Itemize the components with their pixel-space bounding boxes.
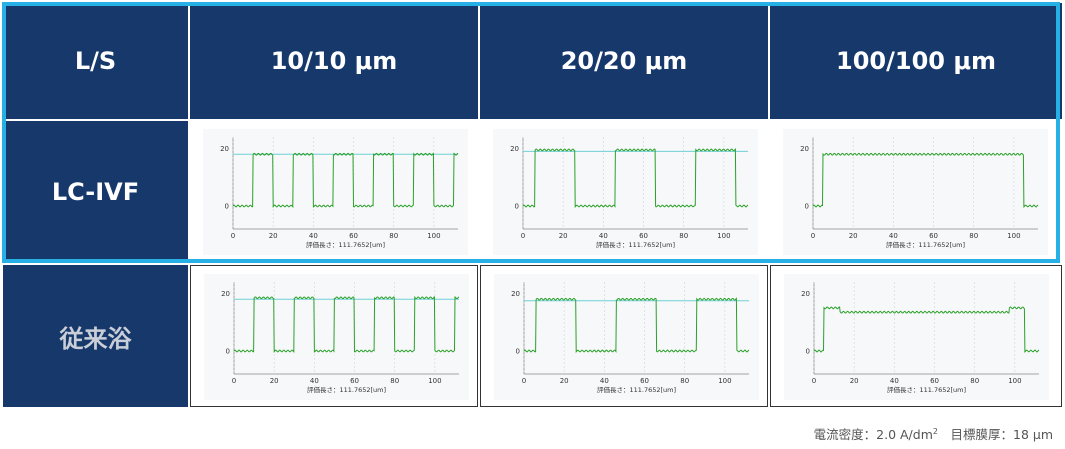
y-tick-label: 0 (805, 203, 809, 211)
profile-chart-panel: 0 20 40 60 80 100 0 20 評価長さ：111.7652[um] (204, 274, 469, 400)
profile-chart-panel: 0 20 40 60 80 100 0 20 評価長さ：111.7652[um] (494, 274, 759, 400)
x-tick-label: 20 (849, 232, 858, 240)
profile-trace (232, 152, 459, 208)
conditions-note: 電流密度：2.0 A/dm2 目標膜厚：18 μm (814, 424, 1053, 443)
x-tick-label: 100 (718, 377, 731, 385)
x-tick-label: 0 (521, 232, 525, 240)
x-tick-label: 80 (970, 377, 979, 385)
x-tick-label: 100 (717, 232, 730, 240)
plot-cell: 0 20 40 60 80 100 0 20 評価長さ：111.7652[um] (770, 121, 1062, 263)
x-tick-label: 0 (231, 232, 235, 240)
y-tick-label: 20 (511, 290, 520, 298)
x-axis-label: 評価長さ：111.7652[um] (306, 240, 385, 249)
profile-chart: 0 20 40 60 80 100 0 20 評価長さ：111.7652[um] (511, 282, 750, 394)
profile-trace (813, 306, 1040, 353)
profile-chart-panel: 0 20 40 60 80 100 0 20 評価長さ：111.7652[um] (783, 129, 1048, 255)
row-header-conventional: 従来浴 (3, 265, 188, 407)
profile-chart: 0 20 40 60 80 100 0 20 評価長さ：111.7652[um] (510, 137, 749, 249)
x-tick-label: 100 (1007, 232, 1020, 240)
profile-trace (522, 148, 749, 208)
x-tick-label: 80 (679, 232, 688, 240)
x-axis-label: 評価長さ：111.7652[um] (887, 385, 966, 394)
x-tick-label: 100 (428, 377, 441, 385)
y-tick-label: 20 (221, 290, 230, 298)
x-tick-label: 40 (599, 232, 608, 240)
plot-cell: 0 20 40 60 80 100 0 20 評価長さ：111.7652[um] (190, 121, 478, 263)
x-tick-label: 40 (600, 377, 609, 385)
x-tick-label: 60 (929, 232, 938, 240)
x-tick-label: 20 (269, 232, 278, 240)
x-tick-label: 80 (390, 377, 399, 385)
x-tick-label: 20 (560, 377, 569, 385)
y-tick-label: 0 (515, 203, 519, 211)
column-header-10: 10/10 μm (190, 3, 478, 119)
x-tick-label: 60 (930, 377, 939, 385)
profile-chart-panel: 0 20 40 60 80 100 0 20 評価長さ：111.7652[um] (203, 129, 468, 255)
note-suffix: 目標膜厚：18 μm (937, 427, 1053, 442)
x-tick-label: 40 (890, 377, 899, 385)
x-tick-label: 60 (639, 232, 648, 240)
column-header-label: 10/10 μm (270, 47, 398, 75)
x-tick-label: 80 (389, 232, 398, 240)
x-tick-label: 40 (889, 232, 898, 240)
column-header-100: 100/100 μm (770, 3, 1062, 119)
x-tick-label: 40 (310, 377, 319, 385)
y-tick-label: 0 (225, 203, 229, 211)
profile-chart: 0 20 40 60 80 100 0 20 評価長さ：111.7652[um] (801, 282, 1040, 394)
y-tick-label: 0 (516, 348, 520, 356)
x-tick-label: 40 (309, 232, 318, 240)
profile-trace (812, 152, 1039, 208)
x-axis-label: 評価長さ：111.7652[um] (307, 385, 386, 394)
profile-trace (233, 295, 460, 353)
plot-cell: 0 20 40 60 80 100 0 20 評価長さ：111.7652[um] (480, 121, 768, 263)
x-axis-label: 評価長さ：111.7652[um] (597, 385, 676, 394)
x-tick-label: 20 (559, 232, 568, 240)
x-tick-label: 60 (350, 377, 359, 385)
x-tick-label: 100 (427, 232, 440, 240)
y-tick-label: 0 (226, 348, 230, 356)
x-tick-label: 80 (969, 232, 978, 240)
profile-chart: 0 20 40 60 80 100 0 20 評価長さ：111.7652[um] (800, 137, 1039, 249)
plot-cell: 0 20 40 60 80 100 0 20 評価長さ：111.7652[um] (480, 265, 768, 407)
x-tick-label: 20 (270, 377, 279, 385)
profile-chart-panel: 0 20 40 60 80 100 0 20 評価長さ：111.7652[um] (493, 129, 758, 255)
row-header-lc-ivf: LC-IVF (3, 121, 188, 263)
column-header-20: 20/20 μm (480, 3, 768, 119)
column-header-label: 20/20 μm (560, 47, 688, 75)
y-tick-label: 20 (800, 145, 809, 153)
corner-header-label: L/S (74, 47, 117, 75)
x-tick-label: 0 (812, 377, 816, 385)
profile-chart: 0 20 40 60 80 100 0 20 評価長さ：111.7652[um] (220, 137, 459, 249)
x-tick-label: 60 (349, 232, 358, 240)
x-tick-label: 20 (850, 377, 859, 385)
plot-cell: 0 20 40 60 80 100 0 20 評価長さ：111.7652[um] (770, 265, 1062, 407)
x-axis-label: 評価長さ：111.7652[um] (886, 240, 965, 249)
x-tick-label: 0 (232, 377, 236, 385)
row-header-label: LC-IVF (51, 178, 140, 206)
plot-cell: 0 20 40 60 80 100 0 20 評価長さ：111.7652[um] (190, 265, 478, 407)
x-tick-label: 80 (680, 377, 689, 385)
profile-chart: 0 20 40 60 80 100 0 20 評価長さ：111.7652[um] (221, 282, 460, 394)
x-tick-label: 60 (640, 377, 649, 385)
note-prefix: 電流密度：2.0 A/dm (813, 427, 933, 442)
y-tick-label: 20 (510, 145, 519, 153)
x-tick-label: 0 (522, 377, 526, 385)
note-superscript: 2 (932, 426, 938, 436)
corner-header: L/S (3, 3, 188, 119)
row-header-label: 従来浴 (59, 324, 132, 353)
profile-trace (523, 297, 750, 353)
x-tick-label: 0 (811, 232, 815, 240)
y-tick-label: 20 (220, 145, 229, 153)
x-axis-label: 評価長さ：111.7652[um] (596, 240, 675, 249)
y-tick-label: 20 (801, 290, 810, 298)
profile-chart-panel: 0 20 40 60 80 100 0 20 評価長さ：111.7652[um] (784, 274, 1049, 400)
y-tick-label: 0 (806, 348, 810, 356)
column-header-label: 100/100 μm (836, 47, 996, 75)
x-tick-label: 100 (1008, 377, 1021, 385)
